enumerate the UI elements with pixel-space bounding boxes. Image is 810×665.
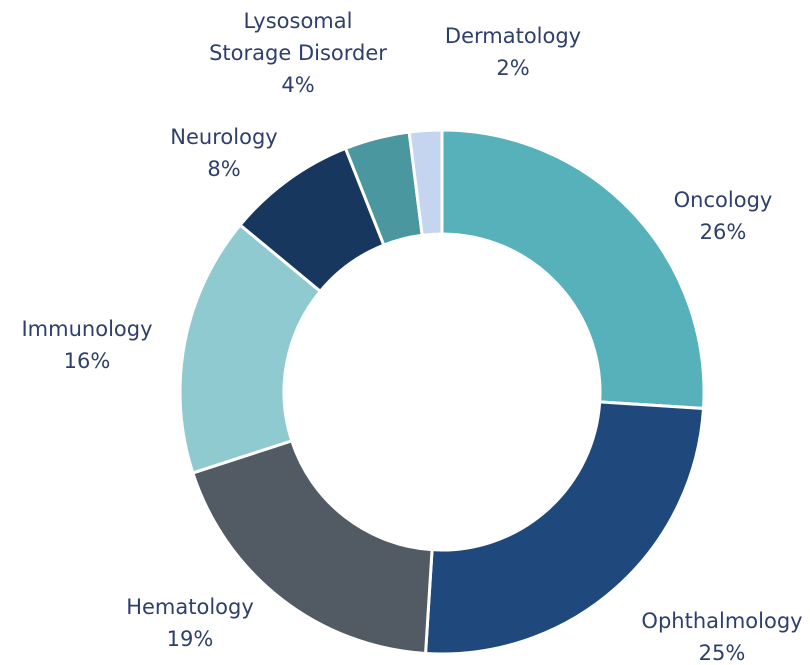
slice-label: Ophthalmology 25% (641, 605, 802, 665)
donut-slice (190, 438, 434, 656)
category-label: Lysosomal Storage Disorder (209, 9, 387, 65)
category-label: Neurology (170, 125, 278, 149)
donut-slice (407, 128, 444, 237)
value-label: 26% (699, 220, 747, 244)
slice-label: Hematology 19% (126, 591, 254, 655)
donut-slice (440, 128, 706, 411)
value-label: 8% (207, 157, 241, 181)
value-label: 19% (166, 627, 214, 651)
slice-label: Dermatology 2% (445, 20, 581, 84)
category-label: Dermatology (444, 24, 582, 48)
category-label: Immunology (21, 317, 153, 341)
value-label: 16% (63, 349, 111, 373)
category-label: Oncology (673, 188, 773, 212)
slice-label: Oncology 26% (674, 184, 773, 248)
slice-label: Neurology 8% (170, 121, 277, 185)
value-label: 25% (698, 641, 746, 665)
value-label: 2% (496, 56, 530, 80)
category-label: Ophthalmology (641, 609, 803, 633)
value-label: 4% (281, 73, 315, 97)
slice-label: Immunology 16% (21, 313, 152, 377)
donut-slice (423, 400, 706, 656)
slice-label: Lysosomal Storage Disorder 4% (209, 5, 387, 101)
category-label: Hematology (126, 595, 254, 619)
